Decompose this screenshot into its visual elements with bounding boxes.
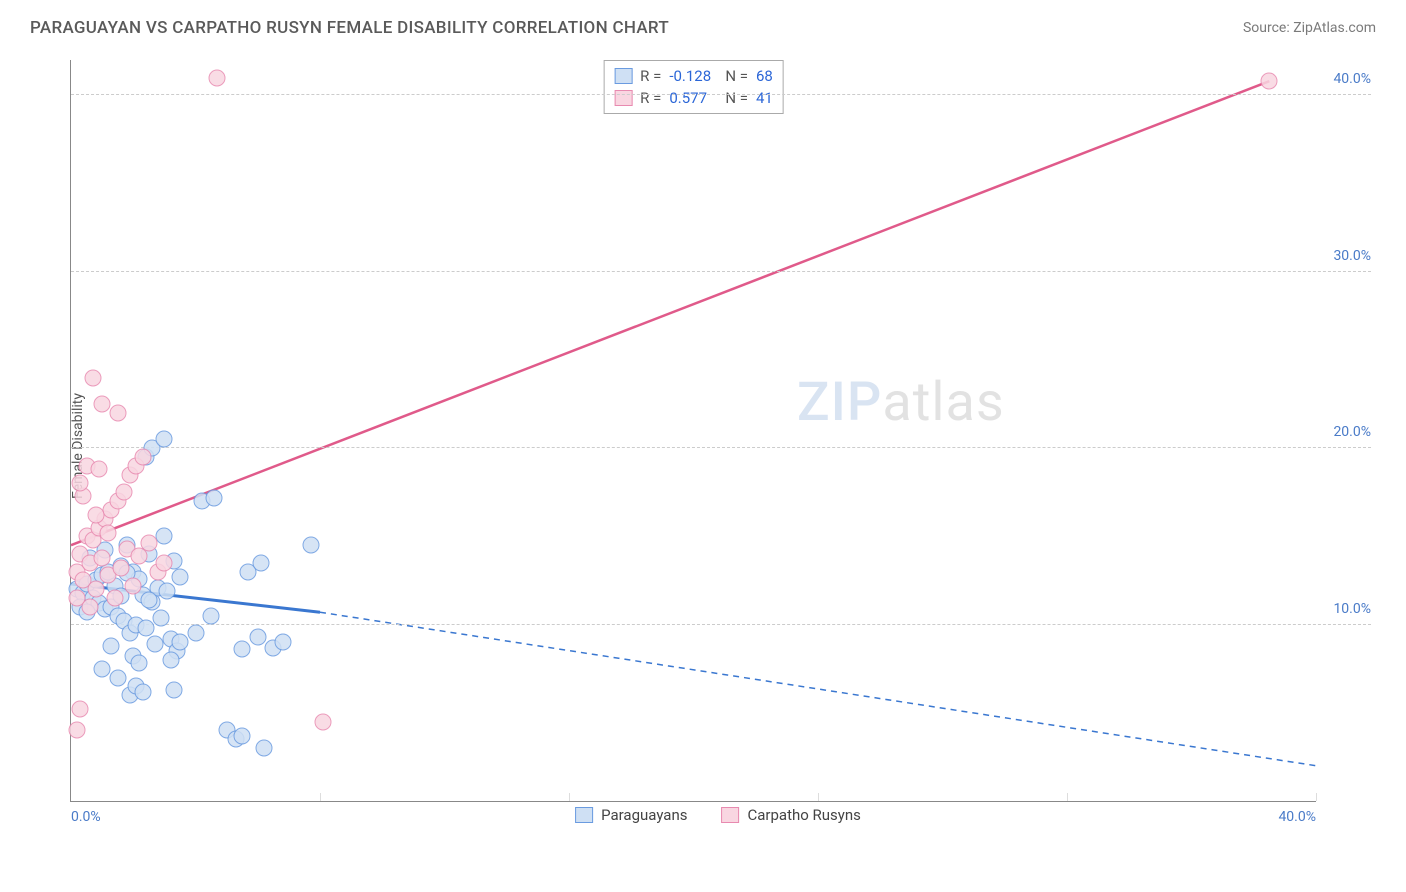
scatter-point: [315, 713, 332, 730]
swatch: [721, 807, 739, 823]
legend-item: Carpatho Rusyns: [721, 806, 860, 824]
scatter-point: [106, 590, 123, 607]
scatter-point: [87, 581, 104, 598]
n-value: 41: [756, 89, 773, 107]
r-value: 0.577: [669, 89, 717, 107]
scatter-point: [109, 669, 126, 686]
scatter-point: [206, 489, 223, 506]
scatter-point: [140, 591, 157, 608]
y-tick-label: 10.0%: [1333, 601, 1371, 617]
scatter-point: [171, 634, 188, 651]
scatter-point: [103, 637, 120, 654]
legend-item: Paraguayans: [575, 806, 687, 824]
scatter-point: [115, 484, 132, 501]
gridline-v: [1067, 793, 1068, 801]
scatter-point: [72, 475, 89, 492]
gridline-v: [569, 793, 570, 801]
n-label: N =: [725, 67, 748, 85]
scatter-point: [209, 69, 226, 86]
chart-area: Female Disability ZIPatlas R =-0.128N =6…: [60, 60, 1376, 832]
gridline-h: [71, 447, 1371, 448]
scatter-point: [159, 583, 176, 600]
scatter-point: [147, 635, 164, 652]
scatter-point: [69, 590, 86, 607]
scatter-point: [249, 628, 266, 645]
r-label: R =: [640, 67, 661, 85]
n-label: N =: [725, 89, 748, 107]
scatter-point: [165, 681, 182, 698]
scatter-point: [94, 660, 111, 677]
legend-label: Carpatho Rusyns: [747, 806, 860, 824]
scatter-point: [100, 524, 117, 541]
gridline-h: [71, 624, 1371, 625]
chart-header: PARAGUAYAN VS CARPATHO RUSYN FEMALE DISA…: [0, 0, 1406, 48]
scatter-point: [234, 727, 251, 744]
swatch: [575, 807, 593, 823]
scatter-point: [69, 722, 86, 739]
x-tick-label: 40.0%: [1278, 809, 1316, 825]
gridline-h: [71, 94, 1371, 95]
scatter-point: [112, 560, 129, 577]
y-tick-label: 30.0%: [1333, 248, 1371, 264]
scatter-point: [153, 609, 170, 626]
scatter-point: [255, 740, 272, 757]
scatter-point: [131, 655, 148, 672]
scatter-point: [140, 535, 157, 552]
scatter-point: [109, 404, 126, 421]
scatter-point: [171, 568, 188, 585]
scatter-point: [94, 549, 111, 566]
scatter-point: [156, 431, 173, 448]
swatch: [614, 68, 632, 84]
r-label: R =: [640, 89, 661, 107]
swatch: [614, 90, 632, 106]
scatter-point: [162, 651, 179, 668]
x-tick-label: 0.0%: [71, 809, 101, 825]
stats-box: R = -0.128 N = 68 R = 0.577 N = 41: [603, 60, 784, 114]
n-value: 68: [756, 67, 773, 85]
scatter-point: [274, 634, 291, 651]
scatter-point: [156, 528, 173, 545]
y-tick-label: 40.0%: [1333, 71, 1371, 87]
y-tick-label: 20.0%: [1333, 424, 1371, 440]
scatter-point: [94, 396, 111, 413]
scatter-point: [302, 537, 319, 554]
scatter-point: [91, 461, 108, 478]
legend-label: Paraguayans: [601, 806, 687, 824]
scatter-point: [156, 554, 173, 571]
stats-row: R = -0.128 N = 68: [614, 65, 773, 87]
gridline-v: [1316, 793, 1317, 801]
chart-source: Source: ZipAtlas.com: [1243, 20, 1376, 36]
scatter-point: [203, 607, 220, 624]
scatter-point: [87, 507, 104, 524]
scatter-plot: ZIPatlas R =-0.128N =68R =0.577N =41 10.…: [70, 60, 1316, 802]
gridline-v: [320, 793, 321, 801]
scatter-point: [134, 683, 151, 700]
scatter-point: [187, 625, 204, 642]
scatter-point: [252, 554, 269, 571]
chart-title: PARAGUAYAN VS CARPATHO RUSYN FEMALE DISA…: [30, 18, 669, 38]
scatter-point: [137, 620, 154, 637]
gridline-v: [818, 793, 819, 801]
scatter-point: [234, 641, 251, 658]
scatter-point: [134, 448, 151, 465]
scatter-point: [1261, 73, 1278, 90]
scatter-point: [84, 369, 101, 386]
scatter-point: [125, 577, 142, 594]
scatter-point: [72, 701, 89, 718]
legend: Paraguayans Carpatho Rusyns: [575, 806, 861, 824]
r-value: -0.128: [669, 67, 717, 85]
trend-lines: [71, 60, 1316, 801]
gridline-h: [71, 271, 1371, 272]
stats-row: R = 0.577 N = 41: [614, 87, 773, 109]
